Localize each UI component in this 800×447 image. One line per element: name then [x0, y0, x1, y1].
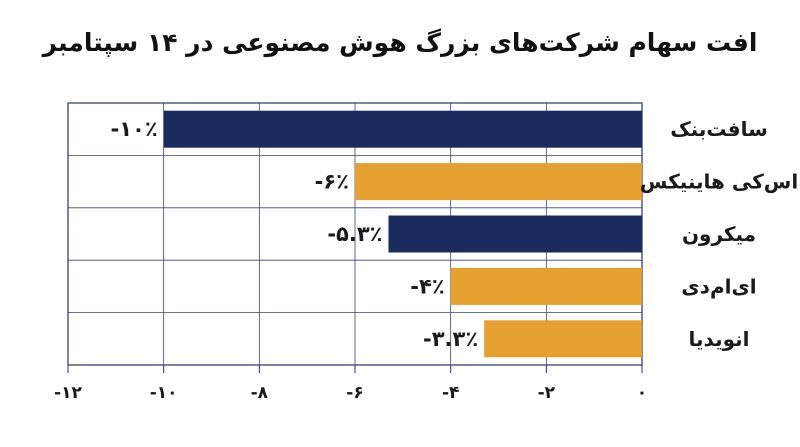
data-label: -۴٪	[410, 274, 444, 298]
x-tick-label: ۰	[637, 383, 647, 403]
category-label: انویدیا	[689, 327, 750, 351]
data-label: -۶٪	[315, 170, 349, 194]
data-label: -۵.۳٪	[327, 222, 382, 246]
x-tick-label: -۱۲	[54, 383, 82, 403]
bar	[355, 163, 642, 201]
bar	[450, 267, 642, 305]
category-label: اس‌کی هاینیکس	[640, 170, 798, 194]
chart-title: افت سهام شرکت‌های بزرگ هوش مصنوعی در ۱۴ …	[42, 28, 758, 57]
x-tick-label: -۲	[538, 383, 556, 403]
category-label: میکرون	[682, 222, 756, 246]
bar	[388, 215, 642, 253]
bar	[163, 110, 642, 148]
category-label: ای‌ام‌دی	[681, 274, 756, 298]
x-tick-label: -۸	[251, 383, 269, 403]
x-tick-label: -۱۰	[150, 383, 178, 403]
category-label: سافت‌بنک	[670, 117, 768, 141]
x-tick-label: -۴	[442, 383, 459, 403]
bar	[484, 320, 642, 358]
data-label: -۳.۳٪	[423, 327, 478, 351]
data-label: -۱۰٪	[110, 117, 157, 141]
x-tick-label: -۶	[346, 383, 363, 403]
